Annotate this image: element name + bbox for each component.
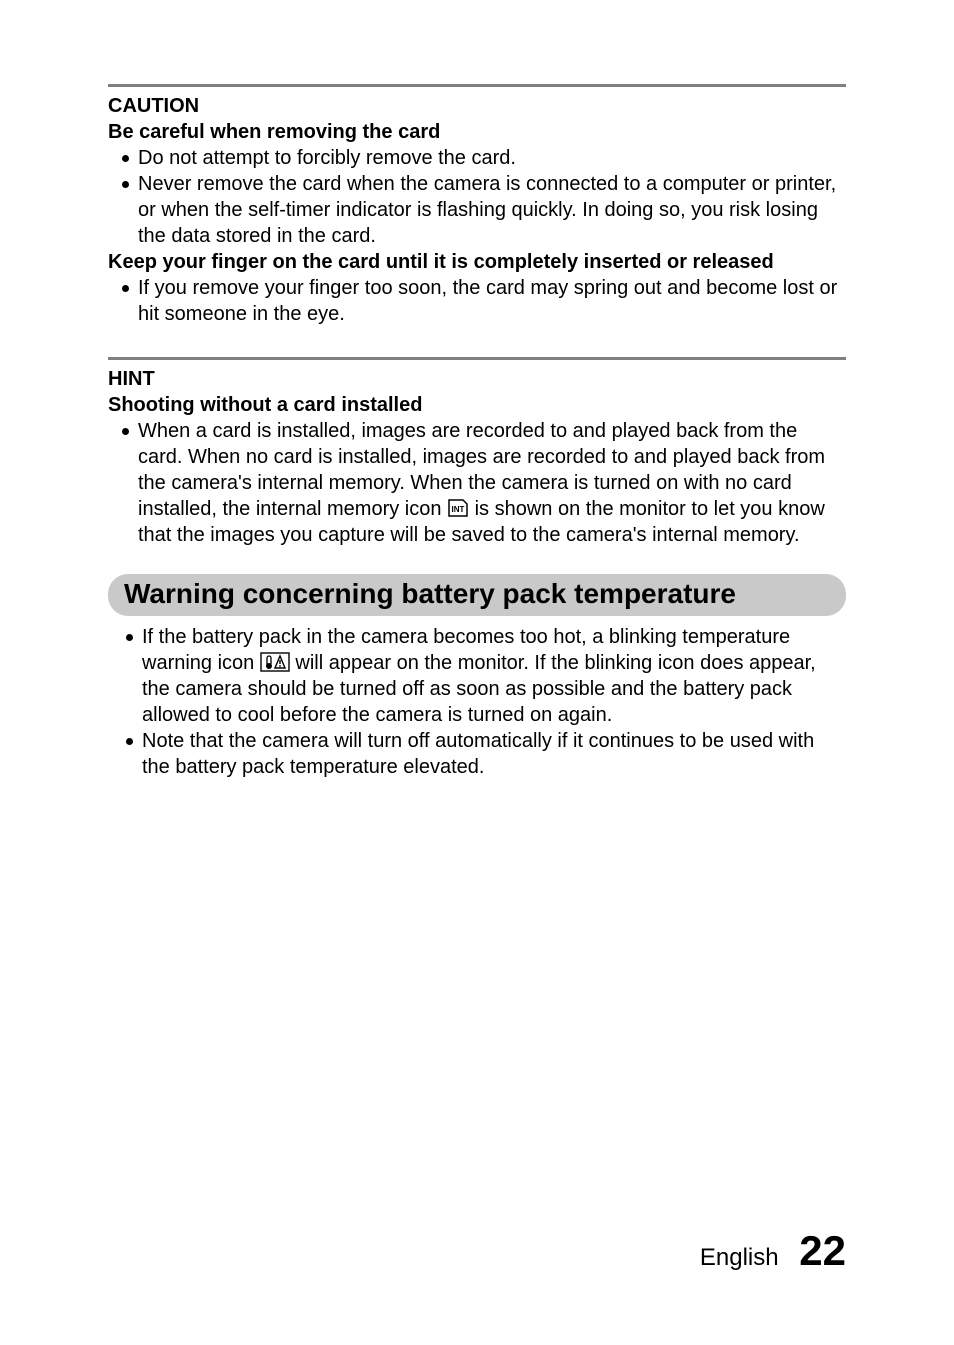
hint-list: When a card is installed, images are rec… — [108, 418, 846, 548]
footer-language: English — [700, 1244, 779, 1271]
hint-subhead: Shooting without a card installed — [108, 392, 846, 418]
hint-rule — [108, 357, 846, 360]
list-item: If you remove your finger too soon, the … — [122, 275, 846, 327]
footer-page-number: 22 — [799, 1227, 846, 1274]
caution-subhead-2: Keep your finger on the card until it is… — [108, 249, 846, 275]
svg-text:INT: INT — [452, 505, 465, 514]
hint-label: HINT — [108, 366, 846, 392]
caution-subhead-1: Be careful when removing the card — [108, 119, 846, 145]
caution-label: CAUTION — [108, 93, 846, 119]
caution-list-1: Do not attempt to forcibly remove the ca… — [108, 145, 846, 249]
internal-memory-icon: INT — [447, 498, 469, 518]
warning-heading: Warning concerning battery pack temperat… — [108, 574, 846, 616]
list-item: Do not attempt to forcibly remove the ca… — [122, 145, 846, 171]
caution-rule — [108, 84, 846, 87]
temperature-warning-icon — [260, 652, 290, 672]
list-item: If the battery pack in the camera become… — [126, 624, 846, 728]
caution-list-2: If you remove your finger too soon, the … — [108, 275, 846, 327]
list-item: Note that the camera will turn off autom… — [126, 728, 846, 780]
warning-list: If the battery pack in the camera become… — [114, 624, 846, 780]
page-footer: English 22 — [700, 1227, 846, 1275]
list-item: When a card is installed, images are rec… — [122, 418, 846, 548]
list-item: Never remove the card when the camera is… — [122, 171, 846, 249]
